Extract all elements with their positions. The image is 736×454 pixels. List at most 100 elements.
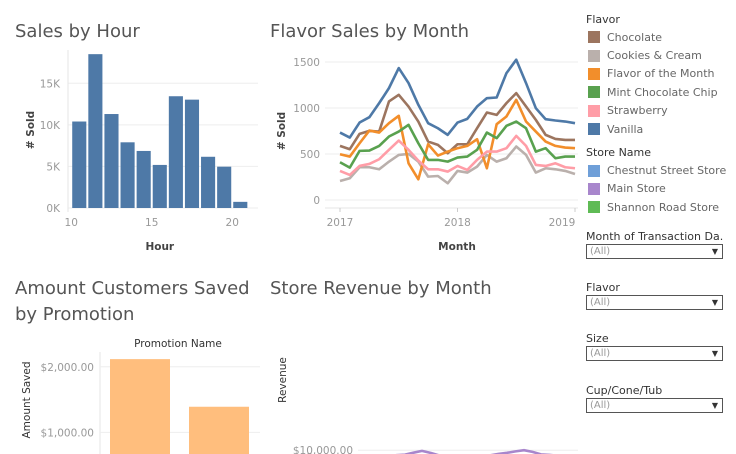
legend-item[interactable]: Chocolate (586, 28, 736, 46)
filter-2: Size (All) ▼ (586, 331, 723, 361)
legend-item-label: Shannon Road Store (607, 200, 720, 214)
y-tick-label: $1,000.00 (41, 427, 94, 439)
y-tick-label: 1000 (293, 103, 320, 115)
y-axis-label: Revenue (277, 357, 289, 403)
flavor-legend-header: Flavor (586, 13, 620, 26)
y-tick-label: $2,000.00 (41, 362, 94, 374)
flavor-sales-chart[interactable]: 0 500 1000 1500 2017 2018 2019 Month # Sold (276, 57, 578, 253)
legend-item-label: Mint Chocolate Chip (607, 85, 718, 99)
legend-item-label: Chocolate (607, 30, 663, 44)
y-tick-label: $10,000.00 (293, 445, 353, 454)
legend-item[interactable]: Chestnut Street Store (586, 161, 736, 179)
color-swatch (588, 31, 600, 44)
sales-by-hour-title: Sales by Hour (15, 21, 140, 42)
filter-dropdown[interactable]: (All) ▼ (586, 346, 723, 361)
filter-value: (All) (590, 297, 611, 308)
color-swatch (588, 49, 600, 62)
histogram-bar (184, 99, 200, 208)
filter-value: (All) (590, 348, 611, 359)
store-revenue-title: Store Revenue by Month (270, 278, 492, 299)
y-tick-label: 500 (300, 149, 320, 161)
color-swatch (588, 104, 600, 117)
series-line-cookies-cream (339, 145, 576, 185)
promotion-chart[interactable]: Promotion Name $1,000.00 $2,000.00 Amount S… (21, 338, 260, 454)
legend-item[interactable]: Main Store (586, 180, 736, 198)
x-tick-label: 2019 (549, 217, 576, 229)
histogram-bar (104, 114, 119, 208)
caret-down-icon: ▼ (711, 298, 718, 307)
histogram-bar (136, 150, 151, 208)
color-swatch (588, 86, 600, 99)
y-tick-label: 1500 (293, 57, 320, 69)
histogram-bar (168, 96, 183, 208)
promotion-bar (189, 406, 249, 454)
histogram-bar (88, 54, 103, 208)
y-tick-label: 0K (46, 203, 61, 215)
legend-item[interactable]: Mint Chocolate Chip (586, 83, 736, 101)
histogram-bar (72, 121, 87, 208)
legend-item-label: Flavor of the Month (607, 67, 715, 81)
caret-down-icon: ▼ (711, 401, 718, 410)
legend-item-label: Chestnut Street Store (607, 164, 727, 178)
y-tick-label: 0 (313, 195, 320, 207)
filter-0: Month of Transaction Da... (All) ▼ (586, 229, 723, 259)
legend-panel: Flavor Chocolate Cookies & Cream Flavor of… (586, 11, 736, 217)
filter-value: (All) (590, 246, 611, 257)
x-tick-label: 15 (145, 217, 158, 229)
filter-1: Flavor (All) ▼ (586, 280, 723, 310)
x-axis-label: Month (438, 241, 476, 253)
color-swatch (588, 182, 600, 195)
filter-label: Size (586, 332, 609, 345)
legend-item-label: Main Store (607, 182, 666, 196)
series-line-mint-chocolate-chip (339, 120, 575, 169)
sales-by-hour-chart[interactable]: 0K 5K 10K 15K 10 15 20 Hour # Sold (25, 50, 258, 253)
legend-item[interactable]: Flavor of the Month (586, 65, 736, 83)
y-axis-label: Amount Saved (21, 361, 33, 438)
legend-item-label: Strawberry (607, 104, 668, 118)
series-line-vanilla (339, 58, 576, 139)
series-line-strawberry (339, 134, 576, 177)
filter-dropdown[interactable]: (All) ▼ (586, 398, 723, 413)
color-swatch (588, 123, 600, 136)
histogram-bar (120, 142, 135, 208)
legend-item[interactable]: Cookies & Cream (586, 46, 736, 64)
promotion-title-line1: Amount Customers Saved (15, 278, 250, 299)
y-tick-label: 10K (40, 120, 61, 132)
store-legend-header: Store Name (586, 146, 652, 160)
series-line-main-store (395, 448, 554, 454)
x-axis-label: Hour (145, 241, 174, 253)
promotion-bar (110, 359, 170, 454)
color-swatch (588, 67, 600, 80)
filter-3: Cup/Cone/Tub (All) ▼ (586, 383, 723, 413)
filter-label: Cup/Cone/Tub (586, 384, 663, 397)
legend-item-label: Vanilla (607, 122, 644, 136)
promotion-title-line2: by Promotion (15, 304, 134, 325)
color-swatch (588, 201, 600, 214)
filter-label: Flavor (586, 281, 620, 294)
y-tick-label: 15K (40, 78, 61, 90)
y-axis-label: # Sold (25, 111, 37, 149)
filter-label: Month of Transaction Da... (586, 230, 723, 243)
filter-dropdown[interactable]: (All) ▼ (586, 244, 723, 259)
legend-item[interactable]: Vanilla (586, 120, 736, 138)
legend-item[interactable]: Shannon Road Store (586, 198, 736, 216)
promotion-name-header: Promotion Name (134, 338, 222, 350)
y-axis-label: # Sold (276, 112, 288, 150)
y-tick-label: 5K (46, 161, 61, 173)
caret-down-icon: ▼ (711, 247, 718, 256)
x-tick-label: 2017 (327, 217, 354, 229)
color-swatch (588, 164, 600, 177)
histogram-bar (233, 201, 248, 208)
y-tick-label: $5,000.00 (300, 453, 353, 454)
series-line-flavor-of-the-month (339, 98, 576, 181)
legend-item[interactable]: Strawberry (586, 102, 736, 120)
legend-item-label: Cookies & Cream (607, 49, 702, 63)
x-tick-label: 2018 (444, 217, 471, 229)
x-tick-label: 10 (65, 217, 78, 229)
histogram-bar (217, 166, 232, 208)
flavor-sales-title: Flavor Sales by Month (270, 21, 469, 42)
filter-dropdown[interactable]: (All) ▼ (586, 295, 723, 310)
filter-value: (All) (590, 400, 611, 411)
